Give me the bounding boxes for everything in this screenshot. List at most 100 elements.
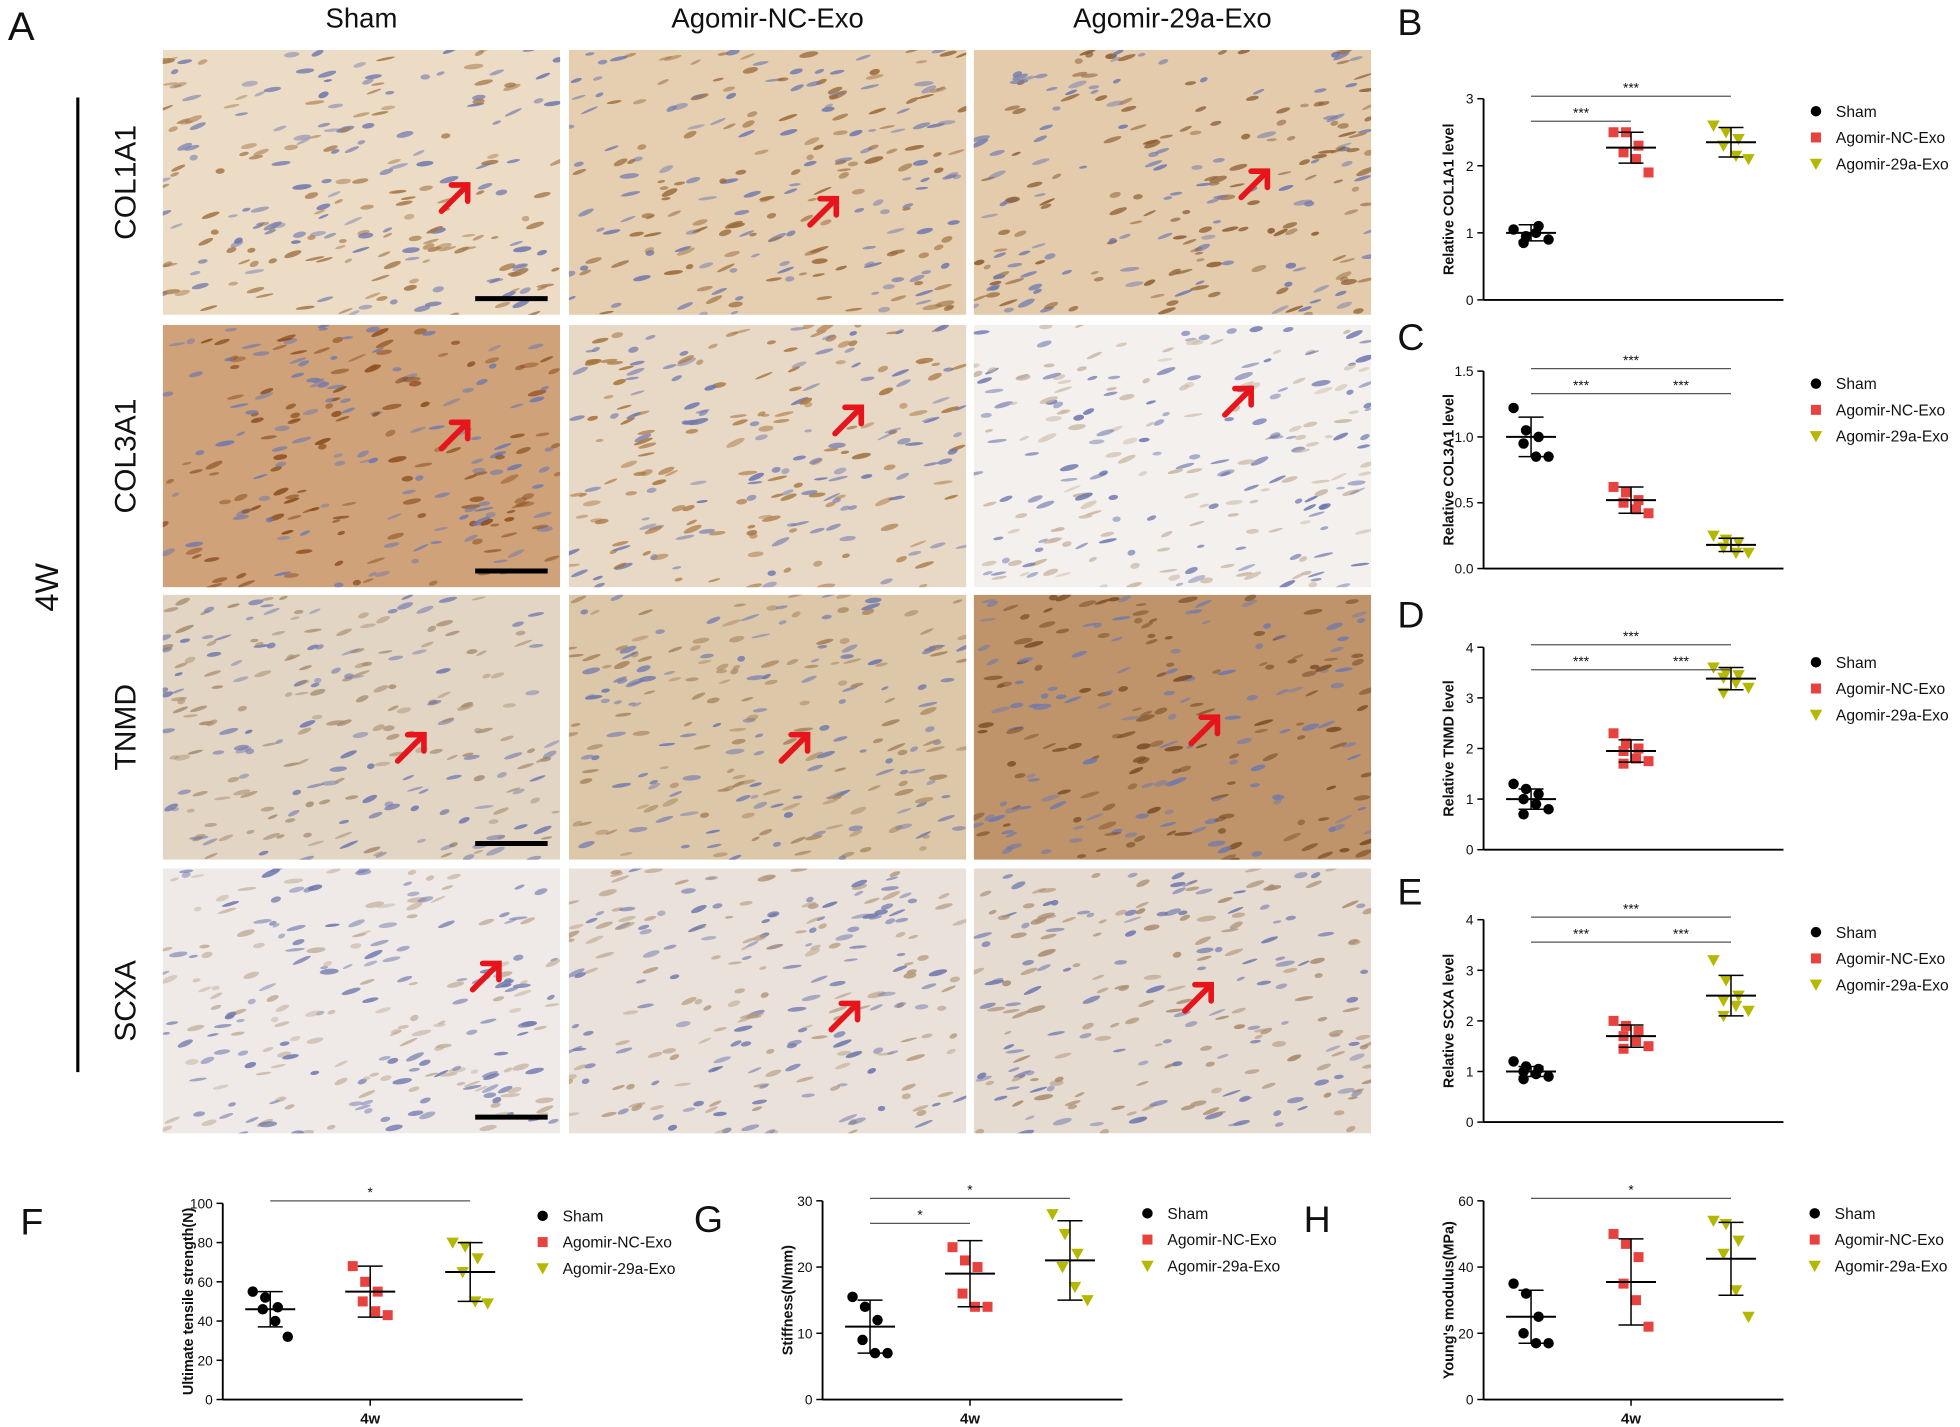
- legend-label: Sham: [1836, 655, 1877, 672]
- data-point: [1732, 134, 1744, 145]
- micrograph: [157, 322, 561, 590]
- y-tick-label: 0: [1466, 293, 1474, 308]
- legend-label: Agomir-NC-Exo: [1836, 402, 1946, 419]
- data-point: [1609, 1229, 1619, 1239]
- y-tick-label: 60: [197, 1275, 213, 1290]
- micrograph: [969, 46, 1379, 318]
- data-point: [1621, 487, 1631, 497]
- y-tick-label: 2: [1466, 159, 1474, 174]
- x-axis-label: 4w: [360, 1410, 380, 1427]
- data-point: [882, 1348, 892, 1358]
- data-point: [1046, 1209, 1058, 1220]
- data-point: [1521, 425, 1531, 435]
- legend-marker: [1141, 1261, 1153, 1272]
- data-point: [1742, 154, 1754, 165]
- x-axis-label: 4w: [1621, 1410, 1641, 1427]
- data-point: [1518, 1328, 1528, 1338]
- panel-label: E: [1397, 871, 1422, 913]
- data-point: [948, 1242, 958, 1252]
- y-tick-label: 0: [805, 1393, 813, 1408]
- data-point: [1644, 756, 1654, 766]
- data-point: [1508, 779, 1518, 789]
- data-point: [1742, 1006, 1754, 1017]
- y-tick-label: 3: [1466, 691, 1474, 706]
- column-header: Sham: [326, 2, 398, 33]
- data-point: [471, 1253, 483, 1264]
- panel-label: G: [694, 1198, 723, 1240]
- legend-marker: [1811, 378, 1821, 388]
- y-axis-label: Young's modulus(MPa): [1442, 1221, 1458, 1379]
- data-point: [1742, 548, 1754, 559]
- legend-marker: [538, 1237, 548, 1247]
- micrograph: [561, 320, 972, 591]
- data-point: [1609, 482, 1619, 492]
- data-point: [1707, 663, 1719, 674]
- panel-label: H: [1304, 1198, 1331, 1240]
- data-point: [860, 1302, 870, 1312]
- data-point: [872, 1315, 882, 1325]
- significance-label: ***: [1573, 105, 1590, 120]
- data-point: [446, 1238, 458, 1249]
- legend-marker: [1810, 431, 1822, 442]
- panel-label: F: [20, 1201, 43, 1243]
- legend-label: Agomir-29a-Exo: [563, 1261, 676, 1278]
- panel-label: A: [8, 5, 35, 49]
- panel-label: B: [1397, 1, 1422, 43]
- panel-label: D: [1397, 593, 1424, 635]
- legend-label: Agomir-NC-Exo: [563, 1235, 673, 1252]
- y-tick-label: 80: [197, 1236, 213, 1251]
- significance-label: ***: [1623, 353, 1640, 368]
- legend-marker: [1811, 405, 1821, 415]
- data-point: [1619, 1279, 1629, 1289]
- legend-label: Sham: [1836, 104, 1877, 121]
- legend-label: Agomir-NC-Exo: [1167, 1232, 1277, 1249]
- y-axis-label: Relative COL1A1 level: [1442, 123, 1458, 275]
- significance-label: ***: [1573, 926, 1590, 941]
- data-point: [248, 1286, 258, 1296]
- x-axis-label: 4w: [960, 1410, 980, 1427]
- legend-marker: [536, 1263, 548, 1274]
- micrograph-bg: [163, 868, 560, 1133]
- legend-marker: [1142, 1208, 1152, 1218]
- significance-label: ***: [1623, 80, 1640, 95]
- data-point: [282, 1331, 292, 1341]
- y-tick-label: 40: [197, 1314, 213, 1329]
- data-point: [1717, 996, 1729, 1007]
- y-tick-label: 4: [1466, 913, 1474, 928]
- legend-marker: [1811, 132, 1821, 142]
- y-axis-label: Ultimate tensile strength(N): [181, 1207, 197, 1395]
- data-point: [1508, 1278, 1518, 1288]
- y-tick-label: 3: [1466, 92, 1474, 107]
- data-point: [481, 1298, 493, 1309]
- data-point: [1619, 147, 1629, 157]
- y-tick-label: 0.0: [1454, 562, 1473, 577]
- data-point: [1531, 799, 1541, 809]
- data-point: [1732, 1236, 1744, 1247]
- data-point: [272, 1302, 282, 1312]
- significance-label: ***: [1573, 654, 1590, 669]
- legend-label: Agomir-29a-Exo: [1836, 977, 1949, 994]
- y-tick-label: 1.5: [1454, 364, 1473, 379]
- data-point: [1609, 1016, 1619, 1026]
- y-tick-label: 0: [1466, 1115, 1474, 1130]
- y-tick-label: 20: [197, 1353, 213, 1368]
- y-tick-label: 0: [1466, 843, 1474, 858]
- y-tick-label: 1: [1466, 1064, 1474, 1079]
- legend-label: Sham: [1835, 1206, 1876, 1223]
- data-point: [847, 1292, 857, 1302]
- data-point: [370, 1306, 380, 1316]
- data-point: [1056, 1262, 1068, 1273]
- significance-label: *: [917, 1208, 923, 1223]
- legend-marker: [1808, 1261, 1820, 1272]
- legend-marker: [537, 1211, 547, 1221]
- micrograph: [564, 590, 975, 862]
- data-point: [1508, 1056, 1518, 1066]
- legend-marker: [1811, 106, 1821, 116]
- column-header: Agomir-29a-Exo: [1073, 2, 1272, 33]
- data-point: [973, 1262, 983, 1272]
- data-point: [1543, 234, 1553, 244]
- micrograph: [565, 48, 973, 317]
- data-point: [1707, 531, 1719, 542]
